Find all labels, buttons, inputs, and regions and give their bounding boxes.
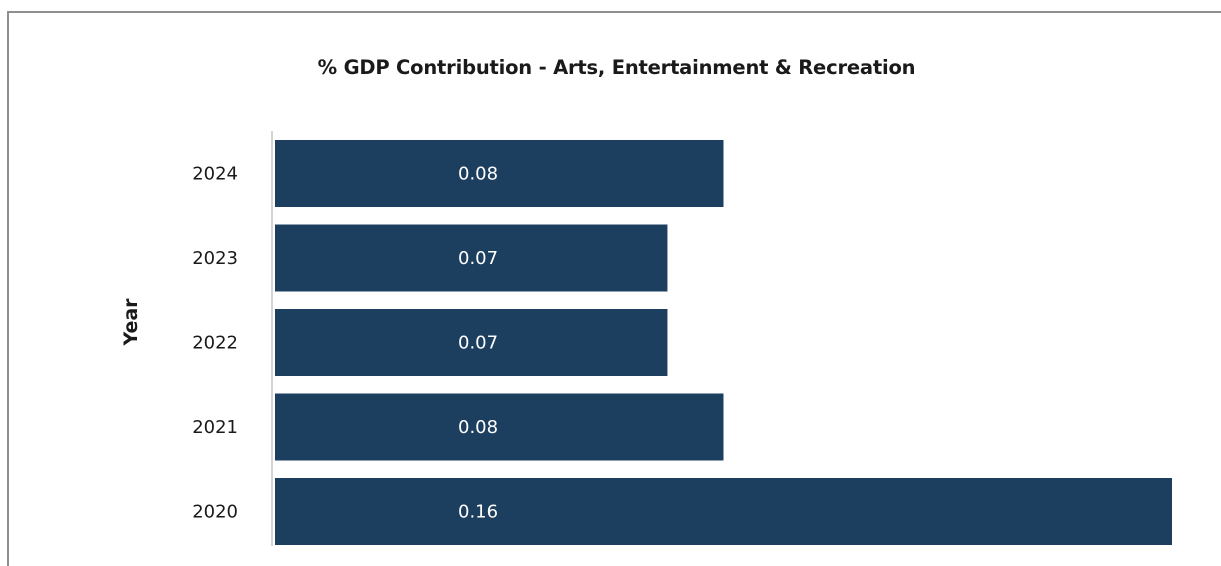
bar-2020	[275, 478, 1172, 545]
chart-title: % GDP Contribution - Arts, Entertainment…	[317, 56, 916, 79]
y-tick-label-2021: 2021	[192, 417, 238, 438]
bar-2021	[275, 393, 724, 461]
frame-left-border	[7, 11, 9, 566]
y-tick-label-2022: 2022	[192, 333, 238, 354]
data-label-2021: 0.08	[458, 417, 498, 438]
data-label-2024: 0.08	[458, 164, 498, 185]
data-label-2020: 0.16	[458, 502, 498, 523]
bar-2023	[275, 224, 668, 292]
bar-2024	[275, 140, 724, 207]
y-tick-label-2023: 2023	[192, 248, 238, 269]
tick-labels-group: 2024 2023 2022 2021 2020	[192, 164, 238, 523]
data-labels-group: 0.08 0.07 0.07 0.08 0.16	[458, 164, 498, 523]
bar-2022	[275, 309, 668, 376]
data-label-2022: 0.07	[458, 333, 498, 354]
data-label-2023: 0.07	[458, 248, 498, 269]
y-tick-label-2024: 2024	[192, 164, 238, 185]
bars-group	[275, 140, 1172, 545]
y-tick-label-2020: 2020	[192, 502, 238, 523]
frame-top-border	[7, 11, 1221, 13]
